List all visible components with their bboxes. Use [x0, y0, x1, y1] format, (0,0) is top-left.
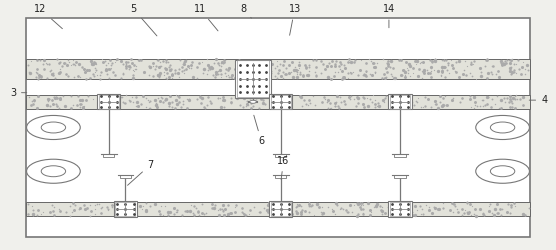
Circle shape: [41, 166, 66, 177]
Text: 4: 4: [529, 95, 547, 105]
Bar: [237, 60, 270, 97]
Bar: [271, 202, 291, 216]
Bar: [275, 175, 286, 178]
Bar: [394, 154, 405, 157]
Circle shape: [490, 122, 515, 133]
Text: 3: 3: [10, 88, 27, 98]
Bar: [26, 58, 530, 79]
Bar: [389, 201, 411, 217]
Text: 13: 13: [289, 4, 301, 35]
Text: 11: 11: [194, 4, 218, 31]
Bar: [271, 95, 291, 109]
Bar: [394, 175, 405, 178]
Bar: [116, 202, 136, 216]
Bar: [26, 202, 530, 216]
Bar: [269, 94, 292, 110]
Bar: [114, 201, 137, 217]
Bar: [389, 94, 411, 110]
Bar: [269, 201, 292, 217]
Bar: [97, 94, 121, 110]
Circle shape: [27, 159, 80, 183]
Text: 7: 7: [127, 160, 153, 185]
Text: 16: 16: [277, 156, 290, 180]
Circle shape: [490, 166, 515, 177]
Bar: [235, 60, 271, 98]
Bar: [275, 154, 286, 157]
Bar: [99, 95, 119, 109]
Text: 8: 8: [240, 4, 251, 18]
Bar: [26, 18, 530, 237]
Circle shape: [476, 159, 529, 183]
Text: 6: 6: [254, 115, 265, 146]
Bar: [120, 175, 131, 178]
Bar: [390, 202, 410, 216]
Text: 5: 5: [131, 4, 157, 36]
Bar: [103, 154, 115, 157]
Circle shape: [250, 100, 256, 103]
Bar: [390, 95, 410, 109]
Bar: [26, 95, 530, 109]
Text: 14: 14: [383, 4, 395, 28]
Text: 12: 12: [34, 4, 62, 29]
Circle shape: [41, 122, 66, 133]
Circle shape: [27, 116, 80, 140]
Circle shape: [476, 116, 529, 140]
